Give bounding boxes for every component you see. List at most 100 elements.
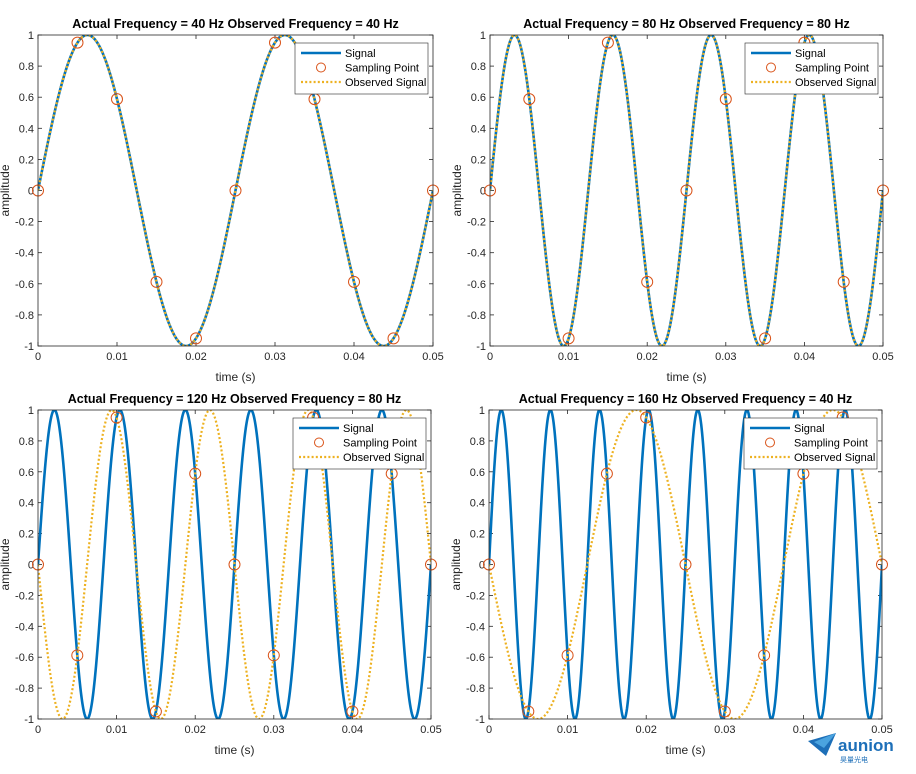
y-tick-label: -0.4	[467, 248, 486, 260]
x-tick-label: 0	[35, 724, 41, 736]
legend-label: Signal	[343, 423, 374, 435]
legend-swatch-sampling-point	[316, 62, 326, 73]
x-tick-label: 0.05	[871, 724, 892, 736]
subplot-grid: 0 0.01 0.02 0.03 0.04 0.05 1 0.8 0.6 0.4 0.2 0 -0.2 -…	[0, 17, 894, 757]
y-tick-label: -0.2	[15, 217, 34, 229]
watermark-subtitle: 昊量光电	[840, 755, 868, 764]
x-tick-label: 0.03	[264, 351, 285, 363]
y-tick-label: 1	[479, 405, 485, 417]
y-tick-label: 0.6	[19, 467, 34, 479]
x-axis-label: time (s)	[216, 370, 256, 384]
sampling-point	[523, 93, 536, 106]
y-tick-label: 1	[28, 405, 34, 417]
y-axis-label: amplitude	[450, 164, 464, 216]
legend-swatch-sampling-point	[766, 62, 776, 73]
sampling-point	[189, 467, 202, 480]
sampling-point	[640, 411, 653, 424]
x-tick-label: 0.05	[422, 351, 443, 363]
legend-box	[744, 42, 879, 95]
sampling-point	[229, 184, 242, 197]
y-tick-label: -0.8	[15, 310, 34, 322]
y-tick-label: -0.4	[15, 621, 34, 633]
observed-signal-line	[490, 35, 883, 346]
sampling-point	[267, 649, 280, 662]
sampling-point	[641, 275, 654, 288]
legend-label: Observed Signal	[345, 77, 426, 89]
x-tick-label: 0.02	[635, 724, 656, 736]
sampling-point	[601, 36, 614, 49]
y-tick-label: -0.4	[15, 248, 34, 260]
chart-title: Actual Frequency = 120 Hz Observed Frequ…	[68, 392, 401, 406]
chart-title: Actual Frequency = 160 Hz Observed Frequ…	[519, 392, 852, 406]
y-tick-label: -1	[475, 714, 485, 726]
legend-label: Signal	[345, 48, 376, 60]
x-axis-label: time (s)	[215, 743, 255, 757]
y-tick-label: -0.8	[15, 683, 34, 695]
x-tick-label: 0.01	[557, 724, 578, 736]
subplot-4: 0 0.01 0.02 0.03 0.04 0.05 1 0.8 0.6 0.4 0.2 0 -0.2 -…	[449, 392, 893, 757]
y-tick-label: -0.2	[466, 590, 485, 602]
y-tick-label: -0.2	[15, 590, 34, 602]
chart-title: Actual Frequency = 80 Hz Observed Freque…	[523, 17, 850, 31]
y-tick-label: 1	[28, 30, 34, 42]
curves	[38, 410, 431, 719]
y-tick-label: 0	[479, 560, 485, 572]
y-tick-label: 0.6	[19, 92, 34, 104]
x-tick-label: 0.04	[794, 351, 815, 363]
observed-signal-line	[38, 410, 431, 719]
curves	[38, 35, 433, 346]
y-tick-label: 0.4	[470, 498, 485, 510]
sampling-point	[228, 558, 241, 571]
legend: Signal Sampling Point Observed Signal	[743, 417, 878, 470]
axes-box	[488, 409, 883, 720]
legend-label: Sampling Point	[343, 438, 417, 450]
legend-label: Sampling Point	[794, 438, 868, 450]
x-tick-label: 0.05	[872, 351, 893, 363]
legend-box	[743, 417, 878, 470]
sampling-point	[600, 467, 613, 480]
y-tick-label: -1	[24, 714, 34, 726]
axes-box	[37, 409, 432, 720]
sampling-point	[680, 184, 693, 197]
x-tick-label: 0	[487, 351, 493, 363]
legend: Signal Sampling Point Observed Signal	[294, 42, 429, 95]
signal-line	[38, 410, 431, 719]
sampling-point	[190, 332, 202, 345]
axes-box	[37, 34, 434, 347]
legend-label: Observed Signal	[795, 77, 876, 89]
legend-label: Sampling Point	[795, 63, 869, 75]
y-tick-label: 0.2	[19, 154, 34, 166]
legend-box	[292, 417, 427, 470]
y-tick-label: 0.6	[470, 467, 485, 479]
sampling-point	[150, 275, 163, 288]
y-tick-label: -0.2	[467, 217, 486, 229]
chart-title: Actual Frequency = 40 Hz Observed Freque…	[72, 17, 399, 31]
sampling-point	[759, 332, 772, 345]
y-tick-label: 0.2	[470, 529, 485, 541]
legend-swatch-sampling-point	[765, 437, 775, 448]
subplot-1: 0 0.01 0.02 0.03 0.04 0.05 1 0.8 0.6 0.4 0.2 0 -0.2 -…	[0, 17, 444, 384]
y-tick-label: -0.4	[466, 621, 485, 633]
x-tick-label: 0.01	[106, 351, 127, 363]
observed-signal-line	[38, 35, 433, 346]
y-tick-label: -0.6	[15, 652, 34, 664]
signal-line	[489, 410, 882, 719]
sampling-point	[149, 705, 162, 718]
paper-plane-logo-icon	[808, 733, 836, 756]
x-tick-label: 0.02	[184, 724, 205, 736]
y-tick-label: 0	[28, 186, 34, 198]
subplot-2: 0 0.01 0.02 0.03 0.04 0.05 1 0.8 0.6 0.4 0.2 0 -0.2 -…	[450, 17, 894, 384]
x-tick-label: 0	[486, 724, 492, 736]
sampling-point	[346, 705, 359, 718]
y-tick-label: 0	[480, 186, 486, 198]
x-tick-label: 0.02	[636, 351, 657, 363]
sampling-point	[719, 93, 732, 106]
legend-label: Signal	[794, 423, 825, 435]
sampling-point	[561, 649, 574, 662]
x-tick-label: 0	[35, 351, 41, 363]
sampling-point	[758, 649, 771, 662]
y-tick-label: -0.8	[466, 683, 485, 695]
y-tick-label: -0.6	[466, 652, 485, 664]
x-axis-label: time (s)	[667, 370, 707, 384]
